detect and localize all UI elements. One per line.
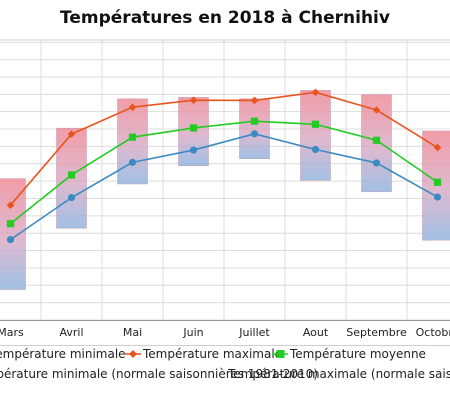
legend-swatch-marker (129, 350, 137, 358)
data-point (189, 96, 198, 104)
legend-label: Température minimale (0, 347, 126, 361)
legend-item: Température moyenne (272, 347, 426, 361)
data-point (6, 220, 15, 228)
data-point (67, 194, 76, 202)
series-1 (6, 88, 442, 209)
x-tick-label: Septembre (346, 326, 407, 339)
legend-item: Température minimale (0, 347, 126, 361)
data-point (311, 88, 320, 97)
normal-range-bar (0, 178, 26, 290)
x-tick-label: Aout (303, 326, 329, 339)
series-line (10, 120, 438, 225)
series-line (9, 91, 438, 206)
legend-item: Température maximale (125, 347, 282, 361)
normal-range-bar (178, 97, 209, 167)
normal-range-bar (300, 90, 331, 181)
data-point (311, 145, 320, 154)
x-tick-labels: Mars Avril Mai Juin Juillet Aout Septembre Octo… (0, 326, 450, 339)
legend-label: Température moyenne (289, 347, 426, 361)
data-point (372, 136, 381, 144)
data-point (128, 158, 137, 166)
x-tick-label: Octobre (416, 326, 450, 339)
data-point (250, 130, 259, 138)
data-point (189, 124, 198, 132)
data-point (250, 96, 259, 105)
data-point (189, 146, 198, 154)
normal-range-bar (117, 98, 148, 185)
data-point (433, 178, 442, 186)
legend-item: Température minimale (normale saisonnièr… (0, 367, 318, 381)
legend-label: Température minimale (normale saisonnièr… (0, 367, 318, 381)
legend-label: Température maximale (normale saisonnièr… (227, 367, 450, 381)
x-tick-label: Avril (59, 326, 83, 339)
data-point (311, 120, 320, 128)
data-point (250, 117, 259, 125)
legend-label: Température maximale (142, 347, 282, 361)
data-point (433, 143, 442, 152)
x-tick-label: Mars (0, 326, 24, 339)
data-point (6, 236, 15, 244)
x-tick-label: Juillet (238, 326, 270, 339)
legend-swatch-marker (276, 350, 285, 358)
normal-range-bars (0, 90, 450, 290)
x-tick-label: Mai (123, 326, 142, 339)
data-point (67, 171, 76, 179)
series-line (10, 132, 438, 241)
x-tick-label: Juin (182, 326, 203, 339)
series-2 (6, 117, 442, 228)
normal-range-bar (239, 98, 270, 160)
data-point (128, 103, 137, 111)
data-point (128, 133, 137, 141)
chart-title: Températures en 2018 à Chernihiv (60, 8, 390, 28)
legend-item: Température maximale (normale saisonnièr… (227, 367, 450, 381)
data-point (433, 193, 442, 201)
data-point (372, 106, 381, 114)
series-0 (6, 130, 442, 244)
data-point (67, 130, 76, 138)
data-point (372, 159, 381, 167)
data-point (6, 201, 15, 209)
legend: Température minimale Température maximale… (0, 345, 450, 381)
